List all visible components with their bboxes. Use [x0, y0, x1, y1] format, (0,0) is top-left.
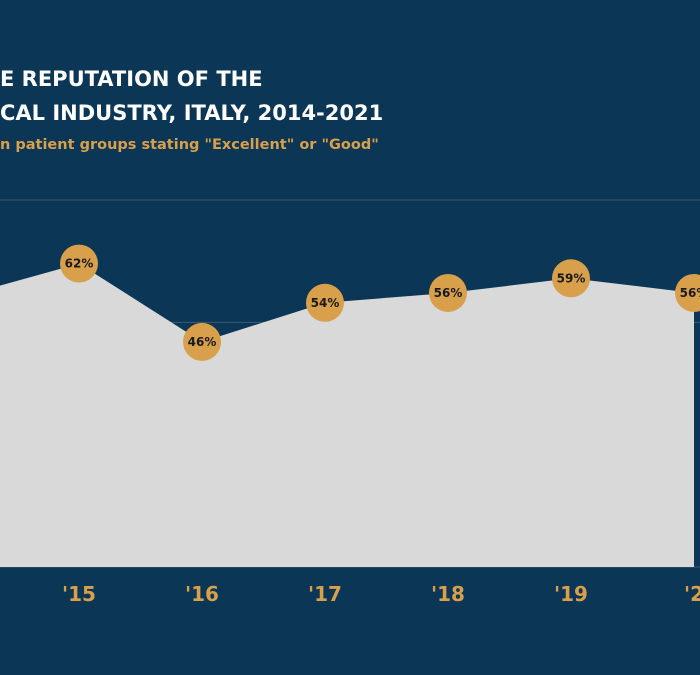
data-point-3: 54%	[306, 283, 344, 322]
data-point-6: 56%	[675, 273, 700, 312]
data-marker	[675, 273, 700, 312]
chart-subtitle: n patient groups stating "Excellent" or …	[0, 137, 379, 153]
data-marker	[183, 322, 221, 361]
data-marker	[429, 273, 467, 312]
x-axis: '15 '16 '17 '18 '19 '2	[62, 582, 700, 606]
x-tick-label: '18	[431, 582, 465, 606]
data-marker	[60, 244, 98, 283]
data-label: 46%	[188, 335, 217, 349]
data-label: 54%	[311, 296, 340, 310]
data-marker	[552, 259, 590, 298]
data-markers: 62% 46% 54% 56% 59% 56%	[60, 244, 700, 361]
chart-title-line-1: E REPUTATION OF THE	[0, 67, 263, 91]
x-tick-label: '15	[62, 582, 96, 606]
data-label: 56%	[680, 286, 700, 300]
area-layer	[0, 263, 694, 567]
x-tick-label: '19	[554, 582, 588, 606]
data-marker	[306, 283, 344, 322]
data-point-4: 56%	[429, 273, 467, 312]
chart-title-line-2: CAL INDUSTRY, ITALY, 2014-2021	[0, 101, 384, 125]
area-fill	[0, 263, 694, 567]
data-label: 56%	[434, 286, 463, 300]
data-point-5: 59%	[552, 259, 590, 298]
data-point-1: 62%	[60, 244, 98, 283]
data-label: 62%	[65, 257, 94, 271]
x-tick-label: '17	[308, 582, 342, 606]
data-point-2: 46%	[183, 322, 221, 361]
x-tick-label: '2	[684, 582, 700, 606]
x-tick-label: '16	[185, 582, 219, 606]
data-label: 59%	[557, 271, 586, 285]
